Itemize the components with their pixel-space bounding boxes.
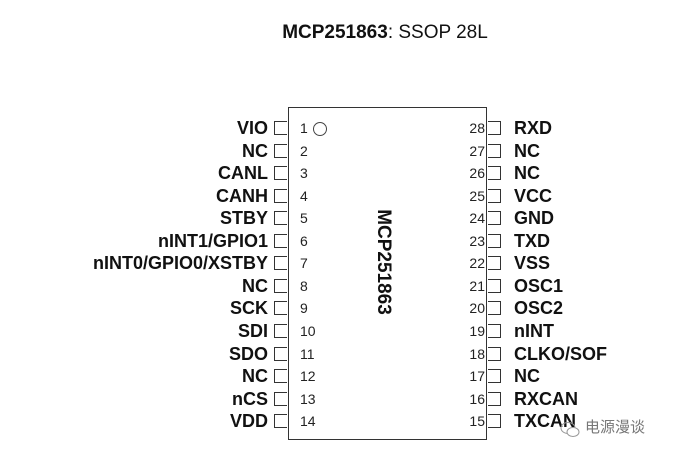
pin-number: 1: [300, 120, 308, 136]
pin-number: 12: [300, 368, 316, 385]
part-number: MCP251863: [282, 22, 388, 43]
pin-name: RXD: [514, 118, 553, 138]
pin-name: OSC2: [514, 298, 564, 319]
pin-19-lead: [488, 323, 501, 338]
chip-body: [288, 107, 487, 440]
pin-number: 5: [300, 210, 308, 227]
watermark: 电源漫谈: [585, 419, 646, 436]
pin-number: 25: [469, 187, 485, 204]
pin-name: VSS: [514, 253, 551, 274]
pin-name: nINT0/GPIO0/XSTBY: [92, 253, 268, 274]
pin-number: 20: [469, 300, 485, 317]
pin-name: CANL: [218, 163, 268, 184]
pin-name: NC: [514, 366, 540, 387]
pin-17-lead: [488, 369, 501, 384]
pin-28-lead: [488, 121, 501, 135]
pin-20-lead: [488, 301, 501, 316]
wechat-icon: [560, 422, 580, 437]
pin-name: NC: [242, 366, 268, 387]
pin-11-lead: [274, 346, 287, 361]
pin-number: 18: [469, 345, 485, 362]
pin-name: NC: [242, 275, 268, 296]
pin-3-lead: [274, 166, 287, 181]
pin-number: 21: [469, 277, 485, 294]
pin-number: 13: [300, 390, 316, 407]
pin-number: 23: [469, 232, 485, 249]
pin-22-lead: [488, 256, 501, 271]
pin-number: 17: [469, 368, 485, 385]
pin-number: 28: [469, 120, 485, 136]
pin-15-lead: [488, 414, 501, 429]
pin-9-lead: [274, 301, 287, 316]
pin-10-lead: [274, 323, 287, 338]
pin-6-lead: [274, 233, 287, 248]
pin-name: SDO: [228, 343, 268, 364]
pin-name: TXD: [514, 230, 550, 251]
pin-24-lead: [488, 211, 501, 226]
pin-number: 8: [300, 277, 308, 294]
package-name: : SSOP 28L: [387, 22, 488, 43]
pin-name: CLKO/SOF: [514, 343, 607, 364]
pin-number: 6: [300, 232, 308, 249]
pin-name: nINT1/GPIO1: [157, 230, 268, 251]
pin-number: 9: [300, 300, 308, 317]
pin-14-lead: [274, 414, 287, 429]
pin-number: 16: [469, 390, 485, 407]
pin-name: VIO: [236, 118, 268, 138]
pin-name: OSC1: [514, 275, 564, 296]
pin-8-lead: [274, 278, 287, 293]
pin-26-lead: [488, 166, 501, 181]
pin-name: NC: [242, 140, 268, 161]
pin-name: NC: [514, 140, 540, 161]
pin-name: nCS: [232, 388, 268, 409]
pin-name: VDD: [229, 411, 268, 432]
pin-5-lead: [274, 211, 287, 226]
pin-13-lead: [274, 391, 287, 406]
pin-number: 11: [300, 345, 315, 362]
pin-name: nINT: [514, 320, 554, 341]
pin-number: 4: [300, 187, 308, 204]
pin-number: 15: [469, 413, 485, 430]
pin-name: SDI: [237, 320, 268, 341]
pin-25-lead: [488, 188, 501, 203]
pin-18-lead: [488, 346, 501, 361]
pin-16-lead: [488, 391, 501, 406]
pin-27-lead: [488, 143, 501, 158]
pin-4-lead: [274, 188, 287, 203]
pin-name: SCK: [229, 298, 268, 319]
pin-number: 26: [469, 165, 485, 182]
pin-name: CANH: [216, 185, 268, 206]
pin-7-lead: [274, 256, 287, 271]
pin-number: 2: [300, 142, 308, 159]
pin-1-lead: [274, 121, 287, 135]
pin-name: TXCAN: [514, 411, 576, 432]
pin-21-lead: [488, 278, 501, 293]
pin-number: 14: [300, 413, 316, 430]
pin-name: NC: [514, 163, 540, 184]
pin1-marker-icon: [313, 122, 327, 136]
pin-number: 27: [469, 142, 485, 159]
pin-name: GND: [514, 208, 554, 229]
pin-name: STBY: [219, 208, 268, 229]
pin-number: 22: [469, 255, 485, 272]
pin-number: 10: [300, 322, 316, 339]
pin-number: 7: [300, 255, 308, 272]
chip-label: MCP251863: [373, 209, 394, 315]
diagram-title: MCP251863: SSOP 28L: [0, 22, 679, 44]
pin-name: VCC: [514, 185, 553, 206]
pin-number: 24: [469, 210, 485, 227]
pin-name: RXCAN: [514, 388, 579, 409]
pin-23-lead: [488, 233, 501, 248]
pin-number: 3: [300, 165, 308, 182]
pin-number: 19: [469, 322, 485, 339]
pin-2-lead: [274, 143, 287, 158]
pin-12-lead: [274, 369, 287, 384]
